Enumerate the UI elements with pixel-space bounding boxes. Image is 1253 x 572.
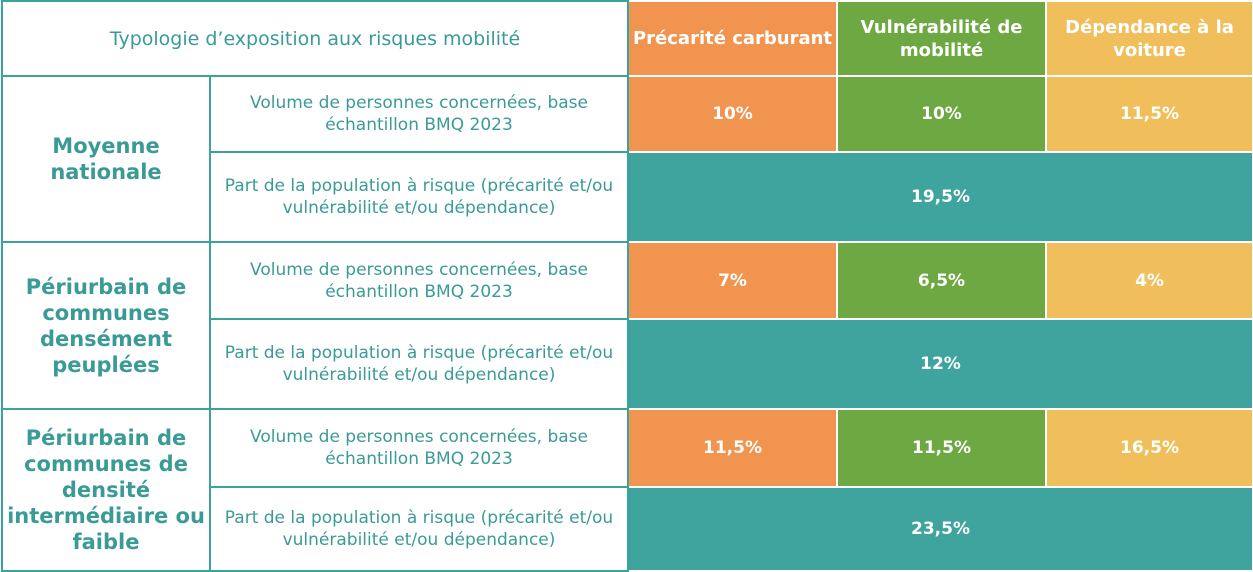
column-header-car-dependency: Dépendance à la voiture xyxy=(1045,0,1253,77)
volume-description: Volume de personnes concernées, base éch… xyxy=(209,75,629,153)
volume-description: Volume de personnes concernées, base éch… xyxy=(209,408,629,488)
volume-description: Volume de personnes concernées, base éch… xyxy=(209,241,629,320)
table-row: Moyenne nationale Volume de personnes co… xyxy=(1,75,1253,243)
value-population-at-risk: 12% xyxy=(627,318,1253,410)
column-header-fuel-precarity: Précarité carburant xyxy=(627,0,838,77)
value-population-at-risk: 23,5% xyxy=(627,486,1253,572)
value-car-dependency: 16,5% xyxy=(1045,408,1253,488)
share-description: Part de la population à risque (précarit… xyxy=(209,318,629,410)
table-row: Part de la population à risque (précarit… xyxy=(2,318,1253,410)
value-car-dependency: 4% xyxy=(1045,241,1253,320)
column-header-mobility-vulnerability: Vulnérabilité de mobilité xyxy=(836,0,1047,77)
table-row: Périurbain de communes de densité interm… xyxy=(1,408,1253,572)
value-fuel-precarity: 10% xyxy=(627,75,838,153)
group-label-national-average: Moyenne nationale xyxy=(1,75,211,243)
header-row: Typologie d’exposition aux risques mobil… xyxy=(1,0,1253,77)
value-mobility-vulnerability: 11,5% xyxy=(836,408,1047,488)
value-fuel-precarity: 11,5% xyxy=(627,408,838,488)
table-row: Part de la population à risque (précarit… xyxy=(2,151,1253,243)
value-population-at-risk: 19,5% xyxy=(627,151,1253,243)
group-label-dense-periurban: Périurbain de communes densément peuplée… xyxy=(1,241,211,410)
share-description: Part de la population à risque (précarit… xyxy=(209,151,629,243)
table-title: Typologie d’exposition aux risques mobil… xyxy=(1,0,629,77)
group-label-intermediate-periurban: Périurbain de communes de densité interm… xyxy=(1,408,211,572)
value-fuel-precarity: 7% xyxy=(627,241,838,320)
value-car-dependency: 11,5% xyxy=(1045,75,1253,153)
share-description: Part de la population à risque (précarit… xyxy=(209,486,629,572)
value-mobility-vulnerability: 6,5% xyxy=(836,241,1047,320)
table-row: Périurbain de communes densément peuplée… xyxy=(1,241,1253,410)
value-mobility-vulnerability: 10% xyxy=(836,75,1047,153)
